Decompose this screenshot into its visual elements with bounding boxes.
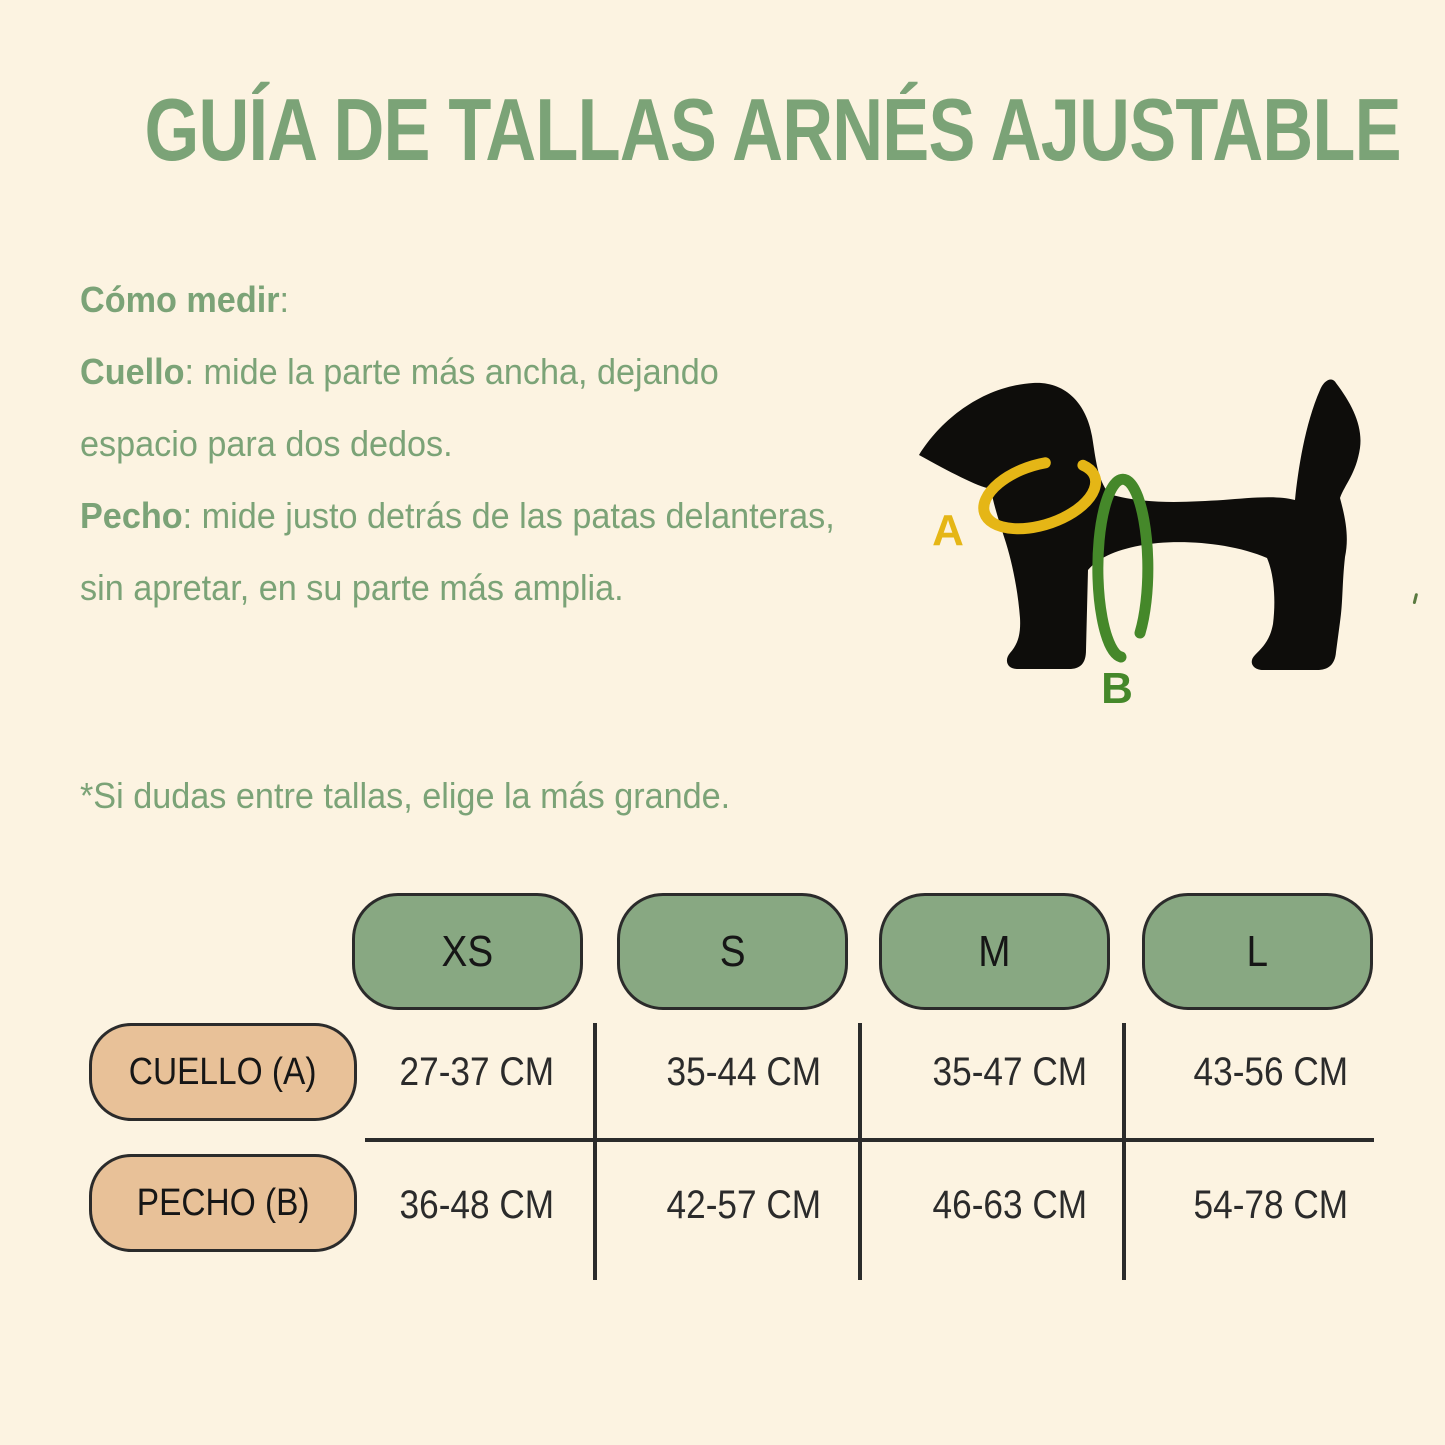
row-header-cuello: CUELLO (A) bbox=[89, 1023, 357, 1121]
table-cell-pecho-s: 42-57 CM bbox=[666, 1183, 822, 1227]
instruction-chest-term: Pecho bbox=[80, 495, 183, 536]
table-cell-pecho-l: 54-78 CM bbox=[1193, 1183, 1349, 1227]
page-title: GUÍA DE TALLAS ARNÉS AJUSTABLE bbox=[144, 80, 1402, 179]
size-tip-note: *Si dudas entre tallas, elige la más gra… bbox=[80, 775, 731, 816]
instruction-chest: Pecho: mide justo detrás de las patas de… bbox=[80, 495, 835, 608]
instruction-neck-term: Cuello bbox=[80, 351, 185, 392]
dachshund-diagram: A B bbox=[919, 379, 1418, 713]
table-cell-cuello-s: 35-44 CM bbox=[666, 1050, 822, 1094]
size-header-s: S bbox=[617, 893, 848, 1010]
label-b-chest: B bbox=[1101, 664, 1133, 713]
table-divider-vertical-2 bbox=[858, 1023, 862, 1280]
table-divider-vertical-1 bbox=[593, 1023, 597, 1280]
table-cell-cuello-l: 43-56 CM bbox=[1193, 1050, 1349, 1094]
instruction-neck: Cuello: mide la parte más ancha, dejando… bbox=[80, 351, 719, 464]
instructions-heading: Cómo medir: bbox=[80, 279, 290, 320]
label-a-neck: A bbox=[932, 506, 964, 555]
size-header-m: M bbox=[879, 893, 1110, 1010]
size-header-xs: XS bbox=[352, 893, 583, 1010]
table-cell-pecho-m: 46-63 CM bbox=[932, 1183, 1088, 1227]
table-cell-pecho-xs: 36-48 CM bbox=[399, 1183, 555, 1227]
table-divider-horizontal bbox=[365, 1138, 1374, 1142]
row-header-pecho: PECHO (B) bbox=[89, 1154, 357, 1252]
instructions-heading-bold: Cómo medir bbox=[80, 279, 280, 320]
measuring-instructions: Cómo medir: Cuello: mide la parte más an… bbox=[80, 264, 840, 624]
table-cell-cuello-m: 35-47 CM bbox=[932, 1050, 1088, 1094]
stray-mark bbox=[1412, 593, 1418, 604]
table-divider-vertical-3 bbox=[1122, 1023, 1126, 1280]
chest-ring-icon bbox=[1092, 473, 1154, 663]
size-header-l: L bbox=[1142, 893, 1373, 1010]
table-cell-cuello-xs: 27-37 CM bbox=[399, 1050, 555, 1094]
neck-ring-icon bbox=[978, 457, 1102, 535]
